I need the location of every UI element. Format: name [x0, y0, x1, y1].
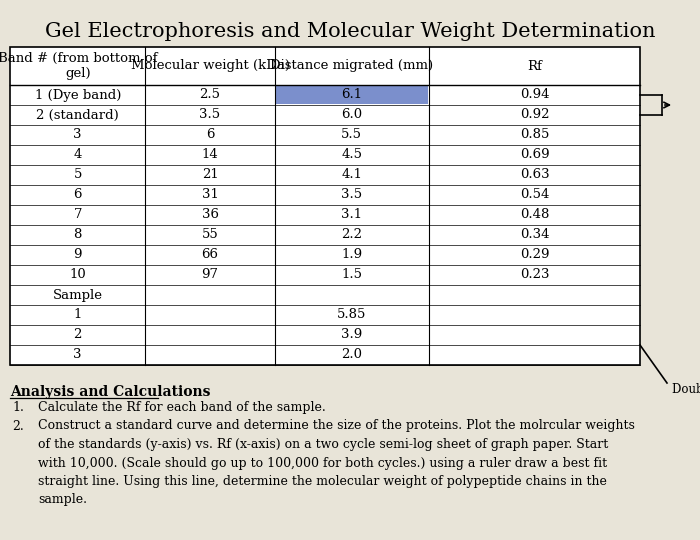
- Text: 2.: 2.: [13, 420, 24, 433]
- Text: 5: 5: [74, 168, 82, 181]
- Bar: [10, 205, 640, 225]
- Bar: [10, 85, 640, 105]
- Text: 6: 6: [74, 188, 82, 201]
- Text: 31: 31: [202, 188, 218, 201]
- Bar: [10, 345, 640, 365]
- Text: 2: 2: [74, 328, 82, 341]
- Text: 66: 66: [202, 248, 218, 261]
- Bar: [10, 265, 640, 285]
- Bar: [10, 185, 640, 205]
- Text: 2.5: 2.5: [199, 89, 220, 102]
- Text: 3.5: 3.5: [341, 188, 363, 201]
- Text: 0.94: 0.94: [519, 89, 550, 102]
- Text: 2.2: 2.2: [342, 228, 363, 241]
- Text: 97: 97: [202, 268, 218, 281]
- Text: 2 (standard): 2 (standard): [36, 109, 119, 122]
- Text: 3.1: 3.1: [341, 208, 363, 221]
- Text: Sample: Sample: [52, 288, 103, 301]
- Bar: [10, 47, 640, 85]
- Text: 0.63: 0.63: [519, 168, 550, 181]
- Text: 55: 55: [202, 228, 218, 241]
- Text: 10: 10: [69, 268, 86, 281]
- Text: Analysis and Calculations: Analysis and Calculations: [10, 385, 211, 399]
- Text: Calculate the Rf for each band of the sample.: Calculate the Rf for each band of the sa…: [38, 401, 326, 414]
- Text: 1.5: 1.5: [342, 268, 363, 281]
- Text: 0.48: 0.48: [520, 208, 550, 221]
- Text: 1 (Dye band): 1 (Dye band): [34, 89, 121, 102]
- Bar: [10, 325, 640, 345]
- Text: 0.69: 0.69: [519, 148, 550, 161]
- Text: Construct a standard curve and determine the size of the proteins. Plot the molr: Construct a standard curve and determine…: [38, 420, 635, 507]
- Text: 0.29: 0.29: [519, 248, 550, 261]
- Text: Rf: Rf: [527, 59, 542, 72]
- Text: Molecular weight (kDa): Molecular weight (kDa): [130, 59, 290, 72]
- Text: 4.1: 4.1: [342, 168, 363, 181]
- Text: Gel Electrophoresis and Molecular Weight Determination: Gel Electrophoresis and Molecular Weight…: [45, 22, 655, 41]
- Text: Band # (from bottom of
gel): Band # (from bottom of gel): [0, 51, 158, 80]
- Text: 5.5: 5.5: [342, 129, 363, 141]
- Text: 9: 9: [74, 248, 82, 261]
- Text: 6.0: 6.0: [341, 109, 363, 122]
- Text: 14: 14: [202, 148, 218, 161]
- Text: 3.5: 3.5: [199, 109, 220, 122]
- Bar: [10, 305, 640, 325]
- Text: 0.54: 0.54: [520, 188, 550, 201]
- Text: 6: 6: [206, 129, 214, 141]
- Text: 0.34: 0.34: [519, 228, 550, 241]
- Text: 3: 3: [74, 129, 82, 141]
- Text: 1.9: 1.9: [341, 248, 363, 261]
- Text: 3.9: 3.9: [341, 328, 363, 341]
- Bar: [10, 105, 640, 125]
- Bar: [10, 125, 640, 145]
- Text: 0.92: 0.92: [519, 109, 550, 122]
- Text: 0.23: 0.23: [519, 268, 550, 281]
- Text: 0.85: 0.85: [520, 129, 550, 141]
- Text: 3: 3: [74, 348, 82, 361]
- Bar: [10, 145, 640, 165]
- Bar: [10, 165, 640, 185]
- Text: 4: 4: [74, 148, 82, 161]
- Bar: [10, 225, 640, 245]
- Text: 1: 1: [74, 308, 82, 321]
- Bar: [10, 245, 640, 265]
- Text: 8: 8: [74, 228, 82, 241]
- Bar: [276, 86, 428, 104]
- Text: 6.1: 6.1: [341, 89, 363, 102]
- Bar: [10, 47, 640, 365]
- Text: 5.85: 5.85: [337, 308, 367, 321]
- Text: 36: 36: [202, 208, 218, 221]
- Text: 4.5: 4.5: [342, 148, 363, 161]
- Text: 2.0: 2.0: [342, 348, 363, 361]
- Text: Doublet at bottom: Doublet at bottom: [672, 383, 700, 396]
- Text: 7: 7: [74, 208, 82, 221]
- Bar: [10, 285, 640, 305]
- Text: 1.: 1.: [12, 401, 24, 414]
- Text: Distance migrated (mm): Distance migrated (mm): [270, 59, 433, 72]
- Text: 21: 21: [202, 168, 218, 181]
